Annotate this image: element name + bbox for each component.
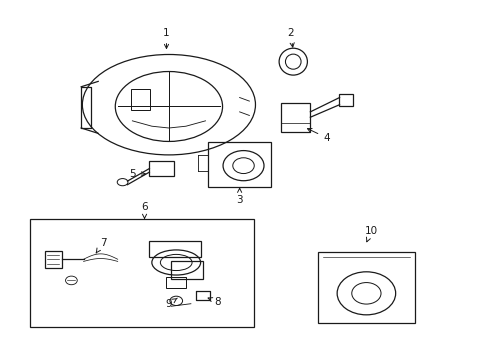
- Text: 6: 6: [141, 202, 147, 219]
- Text: 9: 9: [165, 298, 177, 309]
- Text: 4: 4: [307, 129, 329, 143]
- Bar: [338, 94, 352, 107]
- Bar: [166, 277, 185, 288]
- Text: 5: 5: [129, 168, 145, 179]
- Bar: [171, 261, 203, 279]
- Text: 7: 7: [96, 238, 106, 253]
- Text: 8: 8: [208, 297, 221, 307]
- Text: 3: 3: [236, 188, 243, 205]
- Bar: [317, 252, 414, 323]
- Bar: [281, 103, 310, 132]
- Text: 10: 10: [364, 226, 377, 242]
- Bar: [207, 142, 271, 187]
- Bar: [44, 251, 61, 268]
- Bar: [30, 220, 254, 327]
- Bar: [149, 241, 200, 257]
- Bar: [131, 89, 150, 110]
- Text: 2: 2: [287, 28, 294, 47]
- Text: 1: 1: [163, 28, 169, 49]
- Bar: [149, 161, 173, 176]
